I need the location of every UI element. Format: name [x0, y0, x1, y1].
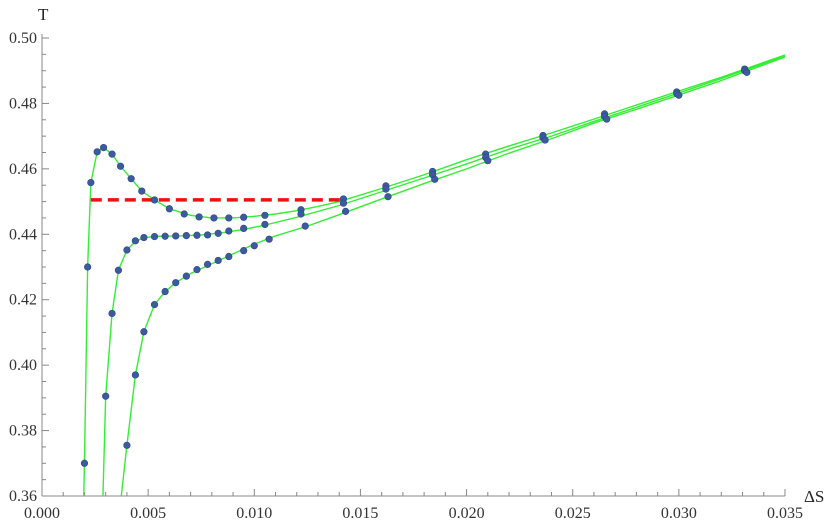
series-2-point: [382, 185, 390, 193]
series-3-curve: [120, 56, 786, 496]
y-tick-label: 0.42: [9, 292, 37, 309]
y-axis-label: T: [38, 5, 49, 24]
series-3-point: [172, 279, 180, 287]
series-2-point: [140, 233, 148, 242]
series-2-point: [261, 220, 269, 229]
y-tick-label: 0.50: [9, 30, 37, 47]
series-3-point: [161, 287, 169, 296]
y-tick-label: 0.38: [9, 423, 37, 440]
series-2-point: [182, 231, 190, 240]
series-1-point: [180, 210, 188, 218]
series-3-point: [301, 222, 309, 230]
series-2-point: [114, 266, 123, 274]
series-2-point: [108, 309, 116, 318]
series-1-point: [225, 214, 233, 222]
series-1-point: [240, 213, 248, 221]
series-3-point: [541, 136, 549, 144]
series-1-point: [80, 459, 89, 467]
series-2-point: [131, 237, 140, 245]
series-3-point: [182, 272, 190, 280]
series-3-point: [131, 371, 140, 379]
series-3-point: [225, 252, 233, 261]
series-1-point: [99, 143, 108, 152]
series-1-point: [261, 211, 269, 219]
axes: 0.36 0.38 0.40 0.42 0.44 0.46 0.48 0.50 0.000 0.0…: [9, 30, 803, 522]
series-2-point: [102, 392, 110, 400]
curves: [83, 54, 786, 496]
series-3-point: [193, 266, 201, 274]
series-1-point: [116, 162, 125, 170]
series-3-point: [265, 235, 273, 243]
x-tick-label: 0.020: [449, 505, 485, 522]
series-2-point: [193, 231, 201, 239]
series-1-point: [84, 263, 92, 271]
series-3-point: [675, 91, 683, 99]
series-1-point: [93, 148, 101, 156]
series-3-point: [603, 115, 611, 123]
series-1-point: [210, 214, 218, 222]
series-1-point: [108, 150, 116, 158]
series-2-point: [203, 231, 212, 239]
series-3-point: [240, 247, 248, 255]
series-1-point: [150, 196, 159, 204]
series-1-point: [138, 187, 146, 195]
y-tick-label: 0.48: [9, 95, 37, 112]
series-2-point: [161, 232, 169, 240]
x-tick-label: 0.035: [767, 505, 803, 522]
y-tick-label: 0.36: [9, 488, 37, 505]
y-tick-label: 0.44: [9, 226, 37, 243]
series-2-point: [339, 199, 348, 207]
series-3-point: [341, 207, 350, 215]
series-3-point: [203, 260, 212, 268]
series-1-point: [87, 178, 95, 187]
series-3-point: [484, 157, 492, 165]
series-3-point: [150, 301, 159, 309]
series-1-curve: [83, 54, 786, 496]
x-tick-label: 0.005: [130, 505, 166, 522]
series-2-point: [240, 224, 248, 232]
x-tick-label: 0.030: [661, 505, 697, 522]
series-2-point: [297, 210, 305, 218]
x-tick-label: 0.015: [342, 505, 378, 522]
series-1-point: [165, 205, 173, 213]
x-tick-label: 0.000: [24, 505, 60, 522]
series-2-point: [123, 246, 131, 254]
series-3-point: [431, 175, 439, 183]
series-2-point: [225, 227, 233, 235]
x-tick-label: 0.010: [236, 505, 272, 522]
y-tick-label: 0.46: [9, 161, 37, 178]
series-1-point: [127, 175, 135, 183]
y-tick-label: 0.40: [9, 357, 37, 374]
series-1-point: [195, 213, 203, 221]
series-3-point: [384, 193, 392, 201]
series-3-point: [214, 256, 222, 265]
series-2-point: [172, 232, 180, 240]
series-3-point: [743, 68, 751, 76]
x-tick-label: 0.025: [555, 505, 591, 522]
series-2-point: [150, 232, 159, 241]
x-axis-label: ΔS: [804, 487, 824, 506]
data-points: [80, 65, 751, 467]
series-3-point: [123, 441, 131, 449]
series-3-point: [250, 242, 258, 250]
series-3-point: [140, 328, 148, 336]
series-2-point: [214, 229, 222, 237]
series-2-curve: [102, 55, 786, 496]
